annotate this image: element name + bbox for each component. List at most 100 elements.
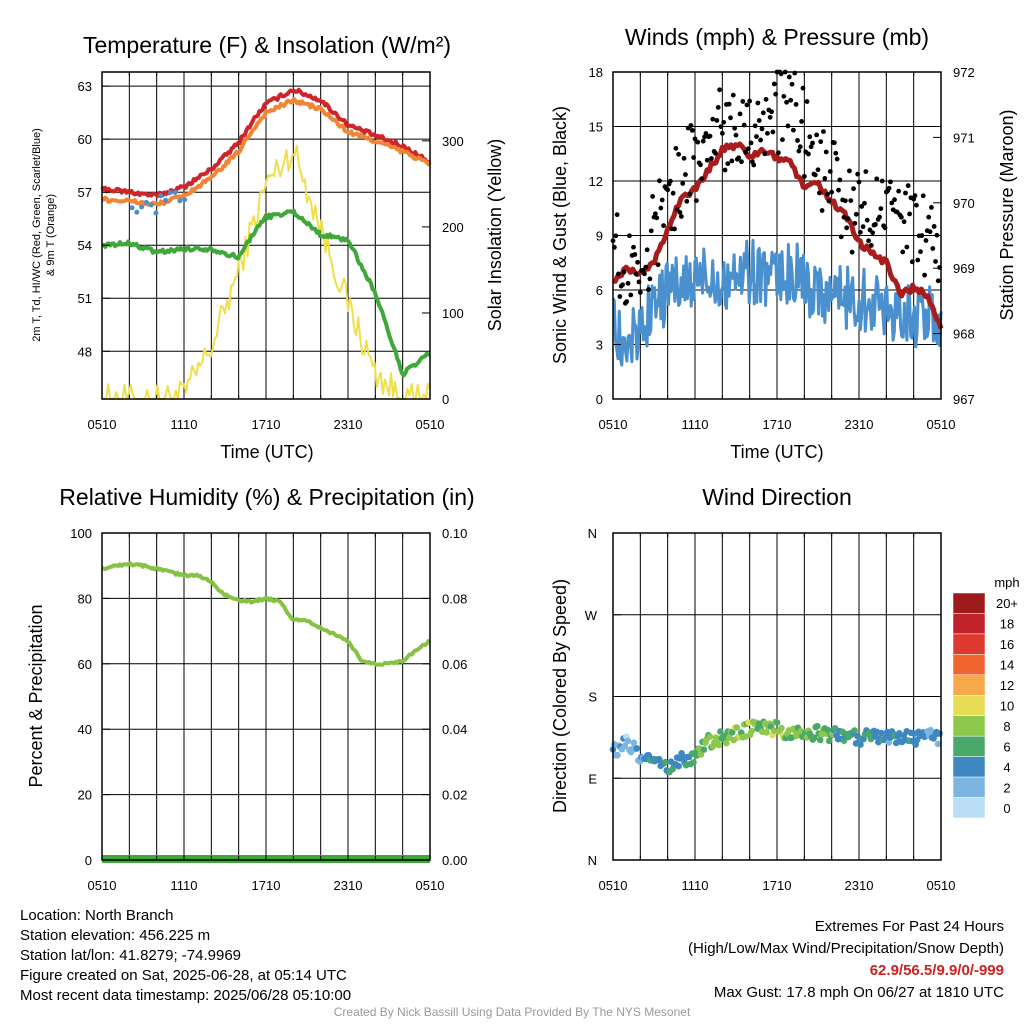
gust-point bbox=[646, 287, 651, 292]
temp-y2tick-label: 0 bbox=[442, 392, 449, 407]
temperature-panel: Temperature (F) & Insolation (W/m²) 0510… bbox=[31, 32, 505, 462]
gust-point bbox=[748, 140, 754, 146]
wind-ytick-label: 9 bbox=[596, 229, 603, 244]
colorbar-swatch bbox=[952, 776, 986, 798]
gust-point bbox=[751, 162, 757, 168]
gust-point bbox=[719, 130, 725, 136]
rh-y2tick-label: 0.02 bbox=[442, 788, 467, 803]
gust-point bbox=[877, 214, 882, 220]
gust-point bbox=[818, 139, 824, 145]
gust-point bbox=[905, 183, 911, 189]
rh-y2tick-label: 0.06 bbox=[442, 657, 467, 672]
gust-point bbox=[793, 102, 799, 107]
extremes-box: Extremes For Past 24 Hours (High/Low/Max… bbox=[688, 916, 1004, 1004]
wind-direction-point bbox=[715, 741, 723, 749]
wind-direction-point bbox=[878, 729, 885, 737]
temp-9m-line bbox=[101, 96, 432, 207]
colorbar-label: 2 bbox=[1003, 780, 1010, 795]
gust-point bbox=[687, 191, 692, 197]
gust-point bbox=[770, 129, 776, 135]
wind-direction-point bbox=[717, 728, 724, 735]
gust-point bbox=[934, 232, 940, 238]
dir-xtick-label: 0510 bbox=[927, 878, 956, 893]
wind-ytick-label: 18 bbox=[589, 65, 603, 80]
gust-point bbox=[933, 259, 938, 264]
gust-point bbox=[853, 211, 859, 217]
gust-point bbox=[691, 155, 697, 160]
dir-ytick-label: W bbox=[585, 608, 598, 623]
gust-point bbox=[823, 149, 829, 155]
gust-point bbox=[791, 127, 796, 133]
gust-point bbox=[786, 74, 792, 80]
wind-direction-point bbox=[675, 762, 682, 770]
gust-point bbox=[689, 127, 695, 133]
gust-point bbox=[737, 111, 743, 117]
gust-point bbox=[628, 292, 634, 298]
gust-point bbox=[688, 123, 694, 128]
gust-point bbox=[726, 101, 732, 107]
gust-point bbox=[647, 276, 653, 282]
gust-point bbox=[807, 134, 813, 140]
wind-ytick-label: 12 bbox=[589, 174, 603, 189]
colorbar-unit: mph bbox=[994, 575, 1019, 590]
wind-direction-point bbox=[630, 739, 638, 747]
heat-index-point bbox=[129, 205, 135, 211]
temp-xtick-label: 2310 bbox=[334, 417, 363, 432]
gust-point bbox=[631, 244, 636, 250]
gust-point bbox=[637, 290, 643, 295]
gust-point bbox=[888, 179, 893, 185]
wind-direction-point bbox=[748, 727, 755, 735]
gust-point bbox=[765, 130, 770, 136]
gust-point bbox=[677, 209, 683, 215]
rh-ytick-label: 0 bbox=[85, 853, 92, 868]
rh-ytick-label: 100 bbox=[70, 526, 92, 541]
colorbar-swatch bbox=[952, 715, 986, 737]
gust-point bbox=[832, 140, 837, 146]
colorbar-swatch bbox=[952, 633, 986, 655]
gust-point bbox=[826, 198, 832, 204]
gust-point bbox=[901, 219, 907, 225]
wind-ytick-label: 15 bbox=[589, 120, 603, 135]
wind-ticks: 0510 1110 1710 2310 0510 0 3 6 9 12 15 18 967 968 969 9… bbox=[589, 65, 975, 432]
wind-direction-point bbox=[824, 726, 831, 734]
rh-ylabel-left: Percent & Precipitation bbox=[26, 604, 46, 787]
gust-point bbox=[923, 238, 929, 243]
gust-point bbox=[643, 264, 649, 270]
colorbar-label: 16 bbox=[1000, 637, 1014, 652]
dir-title: Wind Direction bbox=[702, 484, 852, 510]
temp-xtick-label: 0510 bbox=[416, 417, 445, 432]
gust-point bbox=[730, 92, 736, 98]
gust-point bbox=[729, 158, 735, 164]
wind-direction-point bbox=[773, 719, 781, 726]
wind-direction-point bbox=[733, 724, 741, 731]
rh-y2tick-label: 0.08 bbox=[442, 591, 467, 606]
gust-point bbox=[862, 200, 867, 206]
rh-ytick-label: 20 bbox=[78, 788, 92, 803]
rh-xtick-label: 0510 bbox=[88, 878, 117, 893]
gust-point bbox=[838, 234, 844, 240]
info-created: Figure created on Sat, 2025-06-28, at 05… bbox=[20, 967, 347, 984]
gust-point bbox=[661, 223, 666, 229]
gust-point bbox=[866, 238, 871, 244]
temp-ylabel-line2: & 9m T (Orange) bbox=[45, 194, 57, 276]
gust-point bbox=[704, 157, 710, 163]
gust-point bbox=[621, 269, 627, 275]
gust-point bbox=[819, 208, 825, 213]
gust-point bbox=[700, 138, 706, 144]
gust-point bbox=[849, 249, 855, 255]
gust-point bbox=[926, 214, 932, 220]
colorbar-label: 10 bbox=[1000, 699, 1014, 714]
heat-index-point bbox=[182, 197, 188, 203]
rh-y2tick-label: 0.10 bbox=[442, 526, 467, 541]
wind-plot-area bbox=[610, 69, 944, 367]
gust-point bbox=[889, 200, 895, 206]
temp-plot-area bbox=[100, 87, 432, 400]
temp-ytick-label: 57 bbox=[78, 185, 92, 200]
gust-point bbox=[844, 225, 850, 231]
colorbar-label: 14 bbox=[1000, 658, 1014, 673]
gust-point bbox=[816, 190, 822, 196]
gust-point bbox=[740, 99, 746, 104]
dir-ytick-label: S bbox=[588, 690, 597, 705]
colorbar-label: 6 bbox=[1003, 739, 1010, 754]
